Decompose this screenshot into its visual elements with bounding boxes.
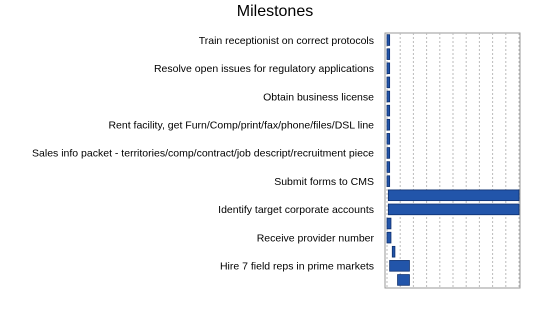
bar (387, 203, 520, 216)
y-tick-label: Train receptionist on correct protocols (199, 35, 374, 47)
y-tick-label: Rent facility, get Furn/Comp/print/fax/p… (108, 120, 374, 132)
bar (386, 175, 391, 187)
bar (386, 161, 391, 173)
bar (386, 48, 391, 60)
y-tick-label: Hire 7 field reps in prime markets (220, 261, 374, 273)
y-tick-label: Obtain business license (263, 91, 374, 103)
bar (386, 62, 391, 75)
bar (387, 189, 520, 202)
bar (386, 231, 392, 244)
bar (391, 245, 396, 258)
bar (389, 260, 410, 272)
bar (386, 147, 391, 159)
bar (397, 274, 410, 286)
bar (386, 76, 391, 89)
y-tick-label: Resolve open issues for regulatory appli… (154, 63, 374, 75)
bar (386, 133, 391, 145)
bar (386, 217, 392, 230)
y-tick-label: Sales info packet - territories/comp/con… (32, 148, 374, 160)
y-tick-label: Identify target corporate accounts (218, 204, 374, 216)
bar (386, 118, 391, 131)
bar (386, 104, 391, 117)
bar (386, 90, 391, 103)
bar (386, 34, 391, 46)
y-tick-label: Submit forms to CMS (274, 176, 374, 188)
chart-title: Milestones (237, 3, 313, 20)
y-tick-label: Receive provider number (257, 232, 375, 244)
